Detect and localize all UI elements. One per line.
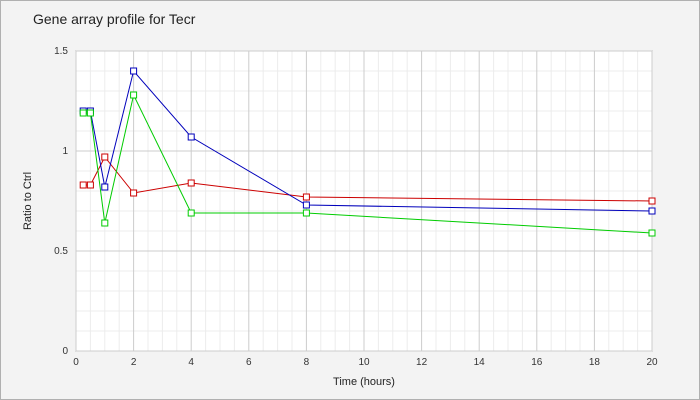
x-tick-label: 20 [646,357,658,368]
data-point-marker [648,197,656,205]
x-tick-label: 16 [531,357,543,368]
data-point-marker [302,209,310,217]
x-tick-label: 18 [589,357,601,368]
series-3 [79,91,656,237]
data-point-marker [130,189,138,197]
x-tick-label: 6 [246,357,252,368]
data-point-marker [130,91,138,99]
x-tick-label: 10 [358,357,370,368]
x-tick-label: 8 [304,357,310,368]
x-tick-label: 4 [188,357,194,368]
y-tick-label: 0.5 [54,246,68,257]
series-group [79,67,656,237]
x-tick-label: 2 [131,357,137,368]
major-gridlines [75,50,653,352]
y-tick-label: 1.5 [54,46,68,57]
data-point-marker [187,133,195,141]
data-point-marker [86,109,94,117]
data-point-marker [79,109,87,117]
x-tick-label: 12 [416,357,428,368]
data-point-marker [648,229,656,237]
data-point-marker [101,219,109,227]
data-point-marker [101,183,109,191]
data-point-marker [130,67,138,75]
minor-gridlines [76,51,652,351]
y-axis-title: Ratio to Ctrl [22,172,34,230]
data-point-marker [187,179,195,187]
chart-title: Gene array profile for Tecr [33,11,196,27]
x-axis-title: Time (hours) [333,376,395,388]
data-point-marker [648,207,656,215]
data-point-marker [79,181,87,189]
y-tick-label: 0 [62,346,68,357]
data-point-marker [101,153,109,161]
data-point-marker [302,201,310,209]
series-1 [79,153,656,205]
x-tick-label: 14 [474,357,486,368]
y-tick-label: 1 [62,146,68,157]
data-point-marker [187,209,195,217]
data-point-marker [86,181,94,189]
data-point-marker [302,193,310,201]
x-axis-ticks: 0 2 4 6 8 10 12 14 16 18 20 [73,357,658,368]
y-axis-ticks: 0 0.5 1 1.5 [54,46,68,357]
x-tick-label: 0 [73,357,79,368]
